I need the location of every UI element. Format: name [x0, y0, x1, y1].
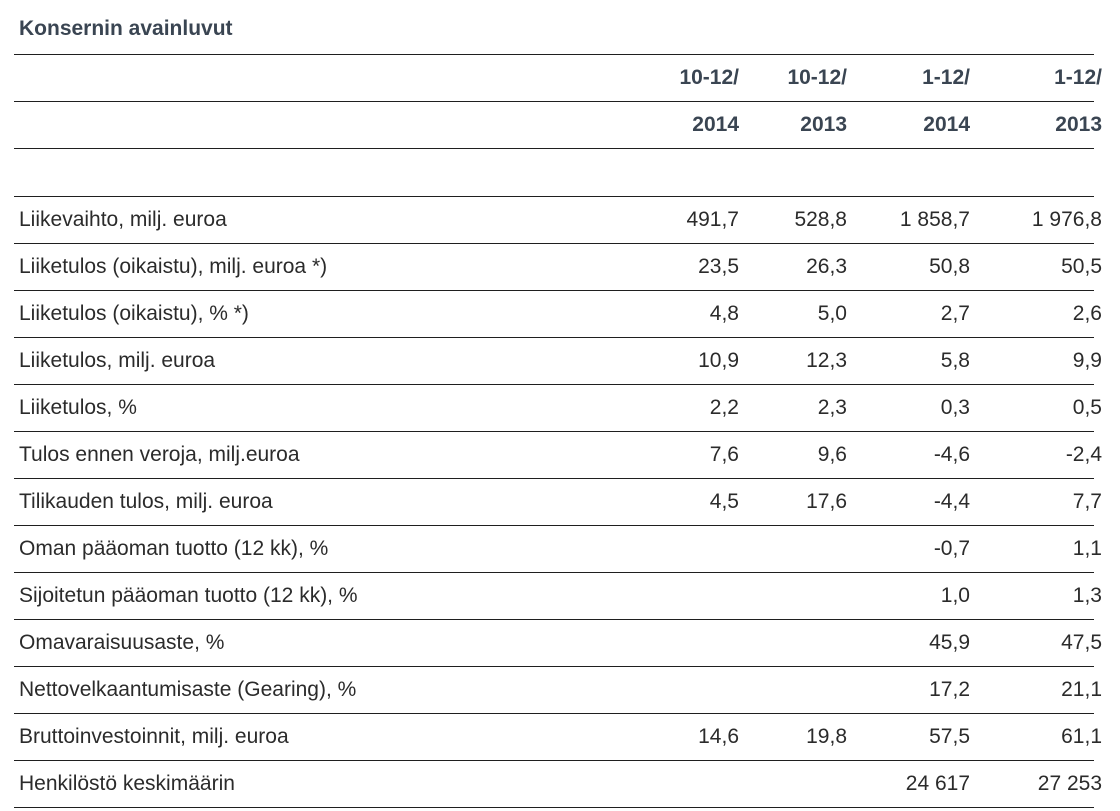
header-cell: 2014	[923, 113, 970, 136]
table-row: Omavaraisuusaste, % 45,9 47,5	[14, 619, 1102, 667]
table-row: Liiketulos, % 2,2 2,3 0,3 0,5	[14, 384, 1102, 432]
value-cell: 7,6	[709, 443, 739, 466]
row-label: Tilikauden tulos, milj. euroa	[19, 490, 273, 513]
value-cell: 1,1	[1072, 537, 1102, 560]
table-row: Oman pääoman tuotto (12 kk), % -0,7 1,1	[14, 525, 1102, 573]
value-cell: 1,3	[1072, 584, 1102, 607]
value-cell: 4,8	[709, 302, 739, 325]
value-cell: -2,4	[1065, 443, 1102, 466]
row-label: Tulos ennen veroja, milj.euroa	[19, 443, 300, 466]
value-cell	[739, 573, 847, 620]
value-cell: 61,1	[1061, 725, 1102, 748]
value-cell: 5,0	[817, 302, 847, 325]
table-row: Liiketulos (oikaistu), % *) 4,8 5,0 2,7 2,6	[14, 290, 1102, 338]
value-cell	[739, 620, 847, 667]
table-row: Liikevaihto, milj. euroa 491,7 528,8 1 858,…	[14, 196, 1102, 244]
table-row: Tilikauden tulos, milj. euroa 4,5 17,6 -4,4…	[14, 478, 1102, 526]
header-row-period: 10-12/ 10-12/ 1-12/ 1-12/	[14, 54, 1102, 102]
value-cell: 9,6	[817, 443, 847, 466]
header-empty-cell	[14, 102, 629, 149]
value-cell	[629, 667, 739, 714]
value-cell: 14,6	[698, 725, 739, 748]
table-row: Liiketulos (oikaistu), milj. euroa *) 23,…	[14, 243, 1102, 291]
value-cell: 21,1	[1061, 678, 1102, 701]
value-cell: 2,7	[940, 302, 970, 325]
value-cell: 23,5	[698, 255, 739, 278]
value-cell: 1 858,7	[899, 208, 970, 231]
table-row: Liiketulos, milj. euroa 10,9 12,3 5,8 9,9	[14, 337, 1102, 385]
row-label: Henkilöstö keskimäärin	[19, 772, 235, 795]
table-row: Henkilöstö keskimäärin 24 617 27 253	[14, 760, 1102, 808]
header-cell: 2013	[800, 113, 847, 136]
table-row: Sijoitetun pääoman tuotto (12 kk), % 1,0 1…	[14, 572, 1102, 620]
value-cell: 2,6	[1072, 302, 1102, 325]
value-cell: 57,5	[929, 725, 970, 748]
value-cell: 4,5	[709, 490, 739, 513]
value-cell	[629, 526, 739, 573]
row-label: Liiketulos (oikaistu), % *)	[19, 302, 249, 325]
value-cell: 45,9	[929, 631, 970, 654]
value-cell: 2,2	[709, 396, 739, 419]
header-cell: 1-12/	[1054, 66, 1102, 89]
row-label: Nettovelkaantumisaste (Gearing), %	[19, 678, 357, 701]
value-cell: -4,4	[933, 490, 970, 513]
value-cell: 7,7	[1072, 490, 1102, 513]
header-cell: 2013	[1055, 113, 1102, 136]
value-cell: 24 617	[905, 772, 970, 795]
value-cell	[629, 620, 739, 667]
value-cell: -4,6	[933, 443, 970, 466]
row-label: Bruttoinvestoinnit, milj. euroa	[19, 725, 289, 748]
value-cell: 12,3	[806, 349, 847, 372]
value-cell: 26,3	[806, 255, 847, 278]
value-cell: 5,8	[940, 349, 970, 372]
value-cell: 2,3	[817, 396, 847, 419]
value-cell: 47,5	[1061, 631, 1102, 654]
value-cell	[739, 526, 847, 573]
value-cell	[739, 667, 847, 714]
table-row: Nettovelkaantumisaste (Gearing), % 17,2 21…	[14, 666, 1102, 714]
value-cell: 19,8	[806, 725, 847, 748]
value-cell: 0,3	[940, 396, 970, 419]
value-cell	[629, 761, 739, 808]
row-label: Liiketulos, %	[19, 396, 137, 419]
header-row-year: 2014 2013 2014 2013	[14, 101, 1102, 149]
header-cell: 10-12/	[787, 66, 847, 89]
value-cell: 17,2	[929, 678, 970, 701]
row-label: Liiketulos, milj. euroa	[19, 349, 216, 372]
table-row: Tulos ennen veroja, milj.euroa 7,6 9,6 -4,6…	[14, 431, 1102, 479]
header-cell: 1-12/	[922, 66, 970, 89]
value-cell: 491,7	[686, 208, 739, 231]
spacer-row	[14, 148, 1094, 197]
value-cell: 0,5	[1072, 396, 1102, 419]
value-cell: 50,5	[1061, 255, 1102, 278]
value-cell: 9,9	[1072, 349, 1102, 372]
section-title: Konsernin avainluvut	[19, 17, 233, 40]
header-empty-cell	[14, 55, 629, 102]
row-label: Sijoitetun pääoman tuotto (12 kk), %	[19, 584, 358, 607]
value-cell	[739, 761, 847, 808]
value-cell: 1 976,8	[1031, 208, 1102, 231]
value-cell: 10,9	[698, 349, 739, 372]
row-label: Oman pääoman tuotto (12 kk), %	[19, 537, 329, 560]
key-figures-table: 10-12/ 10-12/ 1-12/ 1-12/ 2014 2013 2014…	[14, 54, 1102, 808]
table-row: Bruttoinvestoinnit, milj. euroa 14,6 19,8 5…	[14, 713, 1102, 761]
value-cell: 27 253	[1037, 772, 1102, 795]
value-cell: -0,7	[933, 537, 970, 560]
header-cell: 10-12/	[679, 66, 739, 89]
value-cell: 1,0	[940, 584, 970, 607]
value-cell	[629, 573, 739, 620]
row-label: Liiketulos (oikaistu), milj. euroa *)	[19, 255, 328, 278]
row-label: Liikevaihto, milj. euroa	[19, 208, 227, 231]
value-cell: 17,6	[806, 490, 847, 513]
value-cell: 50,8	[929, 255, 970, 278]
header-cell: 2014	[692, 113, 739, 136]
row-label: Omavaraisuusaste, %	[19, 631, 225, 654]
value-cell: 528,8	[794, 208, 847, 231]
